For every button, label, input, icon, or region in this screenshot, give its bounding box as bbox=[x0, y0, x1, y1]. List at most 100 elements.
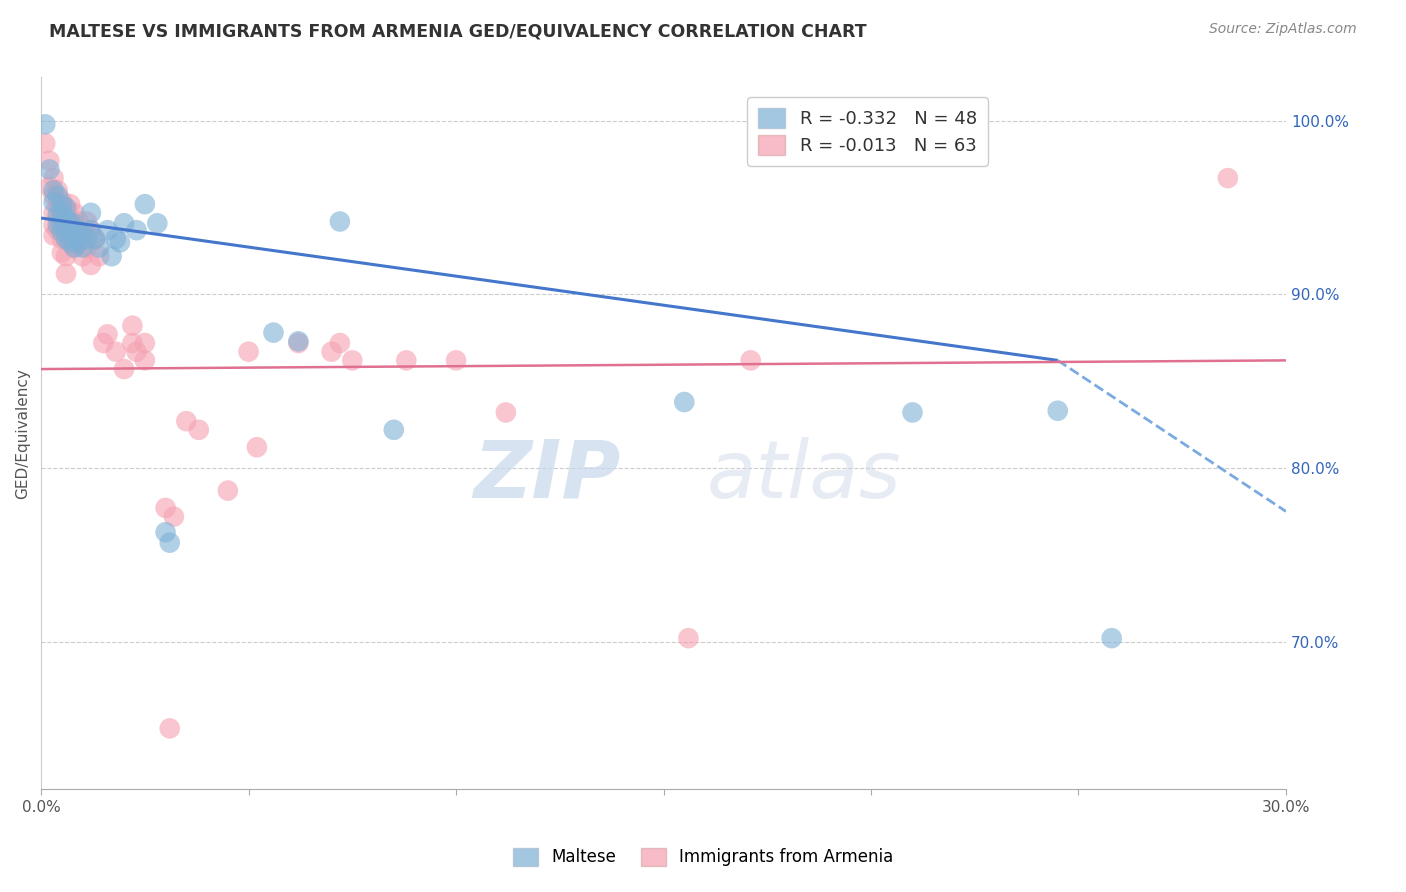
Point bbox=[46, 183, 69, 197]
Point bbox=[76, 232, 98, 246]
Point bbox=[63, 241, 86, 255]
Point bbox=[134, 336, 156, 351]
Point bbox=[329, 214, 352, 228]
Point bbox=[51, 245, 73, 260]
Point bbox=[46, 197, 69, 211]
Point bbox=[76, 241, 98, 255]
Point bbox=[163, 509, 186, 524]
Point bbox=[155, 500, 177, 515]
Point bbox=[84, 232, 107, 246]
Point bbox=[55, 249, 77, 263]
Point bbox=[34, 117, 56, 131]
Point bbox=[55, 201, 77, 215]
Point bbox=[72, 249, 94, 263]
Point bbox=[740, 353, 762, 368]
Point bbox=[38, 179, 60, 194]
Point bbox=[342, 353, 364, 368]
Point bbox=[287, 336, 309, 351]
Point bbox=[89, 241, 111, 255]
Point bbox=[34, 136, 56, 151]
Legend: R = -0.332   N = 48, R = -0.013   N = 63: R = -0.332 N = 48, R = -0.013 N = 63 bbox=[747, 97, 987, 166]
Point bbox=[673, 395, 696, 409]
Point bbox=[55, 267, 77, 281]
Point bbox=[67, 232, 90, 246]
Text: MALTESE VS IMMIGRANTS FROM ARMENIA GED/EQUIVALENCY CORRELATION CHART: MALTESE VS IMMIGRANTS FROM ARMENIA GED/E… bbox=[49, 22, 868, 40]
Point bbox=[112, 362, 135, 376]
Point bbox=[51, 208, 73, 222]
Point bbox=[96, 327, 118, 342]
Point bbox=[187, 423, 209, 437]
Text: atlas: atlas bbox=[707, 437, 901, 515]
Point bbox=[59, 197, 82, 211]
Point bbox=[287, 334, 309, 349]
Point bbox=[59, 228, 82, 243]
Point bbox=[42, 206, 65, 220]
Point bbox=[55, 201, 77, 215]
Point bbox=[46, 208, 69, 222]
Point bbox=[495, 405, 517, 419]
Point bbox=[67, 223, 90, 237]
Point bbox=[678, 631, 700, 645]
Point bbox=[51, 206, 73, 220]
Point bbox=[80, 223, 103, 237]
Point bbox=[125, 344, 148, 359]
Point bbox=[89, 249, 111, 263]
Point bbox=[67, 214, 90, 228]
Point bbox=[59, 225, 82, 239]
Point bbox=[59, 211, 82, 225]
Point bbox=[46, 188, 69, 202]
Point bbox=[38, 153, 60, 168]
Point bbox=[76, 214, 98, 228]
Point bbox=[146, 216, 169, 230]
Point bbox=[112, 216, 135, 230]
Point bbox=[51, 218, 73, 232]
Point bbox=[217, 483, 239, 498]
Point bbox=[93, 336, 115, 351]
Point bbox=[155, 525, 177, 540]
Point bbox=[42, 218, 65, 232]
Point bbox=[901, 405, 924, 419]
Point bbox=[72, 225, 94, 239]
Text: Source: ZipAtlas.com: Source: ZipAtlas.com bbox=[1209, 22, 1357, 37]
Point bbox=[42, 195, 65, 210]
Point bbox=[51, 216, 73, 230]
Text: ZIP: ZIP bbox=[472, 437, 620, 515]
Point bbox=[382, 423, 405, 437]
Point bbox=[42, 171, 65, 186]
Point bbox=[51, 194, 73, 208]
Point bbox=[263, 326, 285, 340]
Point bbox=[108, 235, 131, 250]
Point bbox=[246, 440, 269, 454]
Point bbox=[159, 535, 181, 549]
Point bbox=[100, 249, 122, 263]
Point bbox=[51, 225, 73, 239]
Point bbox=[121, 318, 143, 333]
Point bbox=[46, 218, 69, 232]
Point bbox=[42, 183, 65, 197]
Point bbox=[321, 344, 343, 359]
Point bbox=[96, 223, 118, 237]
Point bbox=[395, 353, 418, 368]
Point bbox=[59, 235, 82, 250]
Point bbox=[1216, 171, 1239, 186]
Point bbox=[46, 211, 69, 225]
Point bbox=[104, 344, 127, 359]
Point bbox=[55, 211, 77, 225]
Point bbox=[63, 216, 86, 230]
Point bbox=[104, 232, 127, 246]
Point bbox=[1046, 403, 1069, 417]
Point bbox=[42, 188, 65, 202]
Point bbox=[134, 197, 156, 211]
Point bbox=[80, 223, 103, 237]
Point bbox=[63, 241, 86, 255]
Point bbox=[444, 353, 467, 368]
Point bbox=[134, 353, 156, 368]
Point bbox=[329, 336, 352, 351]
Point bbox=[46, 223, 69, 237]
Point bbox=[63, 206, 86, 220]
Y-axis label: GED/Equivalency: GED/Equivalency bbox=[15, 368, 30, 499]
Point bbox=[51, 197, 73, 211]
Point bbox=[238, 344, 260, 359]
Legend: Maltese, Immigrants from Armenia: Maltese, Immigrants from Armenia bbox=[506, 841, 900, 873]
Point bbox=[125, 223, 148, 237]
